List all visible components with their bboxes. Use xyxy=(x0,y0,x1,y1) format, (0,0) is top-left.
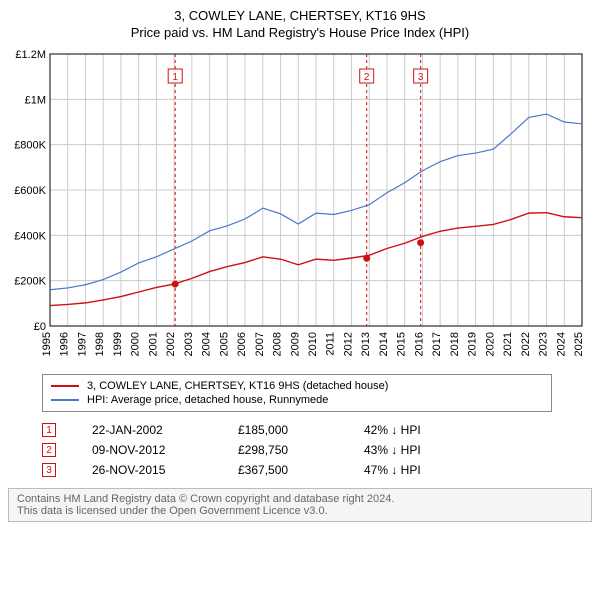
svg-text:1997: 1997 xyxy=(76,332,88,356)
svg-text:£800K: £800K xyxy=(14,140,46,152)
svg-text:2018: 2018 xyxy=(449,332,461,356)
svg-text:3: 3 xyxy=(418,72,424,83)
legend-item: HPI: Average price, detached house, Runn… xyxy=(51,393,543,407)
chart-title: 3, COWLEY LANE, CHERTSEY, KT16 9HS xyxy=(8,8,592,23)
transaction-marker: 2 xyxy=(42,443,56,457)
svg-text:2009: 2009 xyxy=(289,332,301,356)
svg-text:2021: 2021 xyxy=(502,332,514,356)
svg-text:2011: 2011 xyxy=(325,332,337,356)
transaction-row: 2 09-NOV-2012 £298,750 43% ↓ HPI xyxy=(42,440,592,460)
transaction-hpi: 42% ↓ HPI xyxy=(364,423,454,437)
svg-text:1998: 1998 xyxy=(94,332,106,356)
line-chart: £0 £200K £400K £600K £800K £1M £1.2M 1995 1996 19… xyxy=(8,48,592,368)
chart-area: £0 £200K £400K £600K £800K £1M £1.2M 1995 1996 19… xyxy=(8,48,592,368)
svg-text:2019: 2019 xyxy=(467,332,479,356)
svg-text:2003: 2003 xyxy=(183,332,195,356)
transaction-table: 1 22-JAN-2002 £185,000 42% ↓ HPI 2 09-NOV-201… xyxy=(42,420,592,480)
svg-text:£1M: £1M xyxy=(25,94,46,106)
svg-text:2010: 2010 xyxy=(307,332,319,356)
svg-text:2004: 2004 xyxy=(201,332,213,356)
transaction-price: £185,000 xyxy=(238,423,328,437)
svg-text:2006: 2006 xyxy=(236,332,248,356)
svg-text:2002: 2002 xyxy=(165,332,177,356)
svg-text:£200K: £200K xyxy=(14,276,46,288)
svg-text:2024: 2024 xyxy=(555,332,567,356)
footer-attribution: Contains HM Land Registry data © Crown c… xyxy=(8,488,592,522)
transaction-date: 09-NOV-2012 xyxy=(92,443,202,457)
svg-text:£400K: £400K xyxy=(14,230,46,242)
transaction-hpi: 43% ↓ HPI xyxy=(364,443,454,457)
svg-text:2: 2 xyxy=(364,72,370,83)
transaction-price: £367,500 xyxy=(238,463,328,477)
svg-text:2008: 2008 xyxy=(272,332,284,356)
svg-text:2000: 2000 xyxy=(130,332,142,356)
legend-swatch xyxy=(51,385,79,387)
svg-text:2025: 2025 xyxy=(573,332,585,356)
svg-text:1999: 1999 xyxy=(112,332,124,356)
legend-swatch xyxy=(51,399,79,401)
legend-label: HPI: Average price, detached house, Runn… xyxy=(87,394,328,406)
svg-text:2023: 2023 xyxy=(538,332,550,356)
svg-text:2022: 2022 xyxy=(520,332,532,356)
transaction-marker: 1 xyxy=(42,423,56,437)
transaction-row: 3 26-NOV-2015 £367,500 47% ↓ HPI xyxy=(42,460,592,480)
svg-text:2007: 2007 xyxy=(254,332,266,356)
svg-text:1995: 1995 xyxy=(41,332,53,356)
transaction-price: £298,750 xyxy=(238,443,328,457)
svg-text:2014: 2014 xyxy=(378,332,390,356)
transaction-marker: 3 xyxy=(42,463,56,477)
footer-line: This data is licensed under the Open Gov… xyxy=(17,505,583,517)
legend-label: 3, COWLEY LANE, CHERTSEY, KT16 9HS (deta… xyxy=(87,380,388,392)
svg-text:2016: 2016 xyxy=(413,332,425,356)
legend: 3, COWLEY LANE, CHERTSEY, KT16 9HS (deta… xyxy=(42,374,552,412)
svg-text:£0: £0 xyxy=(34,321,46,333)
svg-text:2020: 2020 xyxy=(484,332,496,356)
transaction-row: 1 22-JAN-2002 £185,000 42% ↓ HPI xyxy=(42,420,592,440)
svg-text:2017: 2017 xyxy=(431,332,443,356)
transaction-date: 22-JAN-2002 xyxy=(92,423,202,437)
svg-text:£1.2M: £1.2M xyxy=(15,49,46,61)
svg-text:1996: 1996 xyxy=(59,332,71,356)
svg-text:2013: 2013 xyxy=(360,332,372,356)
svg-text:£600K: £600K xyxy=(14,185,46,197)
chart-subtitle: Price paid vs. HM Land Registry's House … xyxy=(8,25,592,40)
transaction-date: 26-NOV-2015 xyxy=(92,463,202,477)
footer-line: Contains HM Land Registry data © Crown c… xyxy=(17,493,583,505)
svg-text:2001: 2001 xyxy=(147,332,159,356)
svg-text:2012: 2012 xyxy=(342,332,354,356)
svg-text:2005: 2005 xyxy=(218,332,230,356)
transaction-hpi: 47% ↓ HPI xyxy=(364,463,454,477)
svg-text:2015: 2015 xyxy=(396,332,408,356)
legend-item: 3, COWLEY LANE, CHERTSEY, KT16 9HS (deta… xyxy=(51,379,543,393)
svg-text:1: 1 xyxy=(172,72,178,83)
